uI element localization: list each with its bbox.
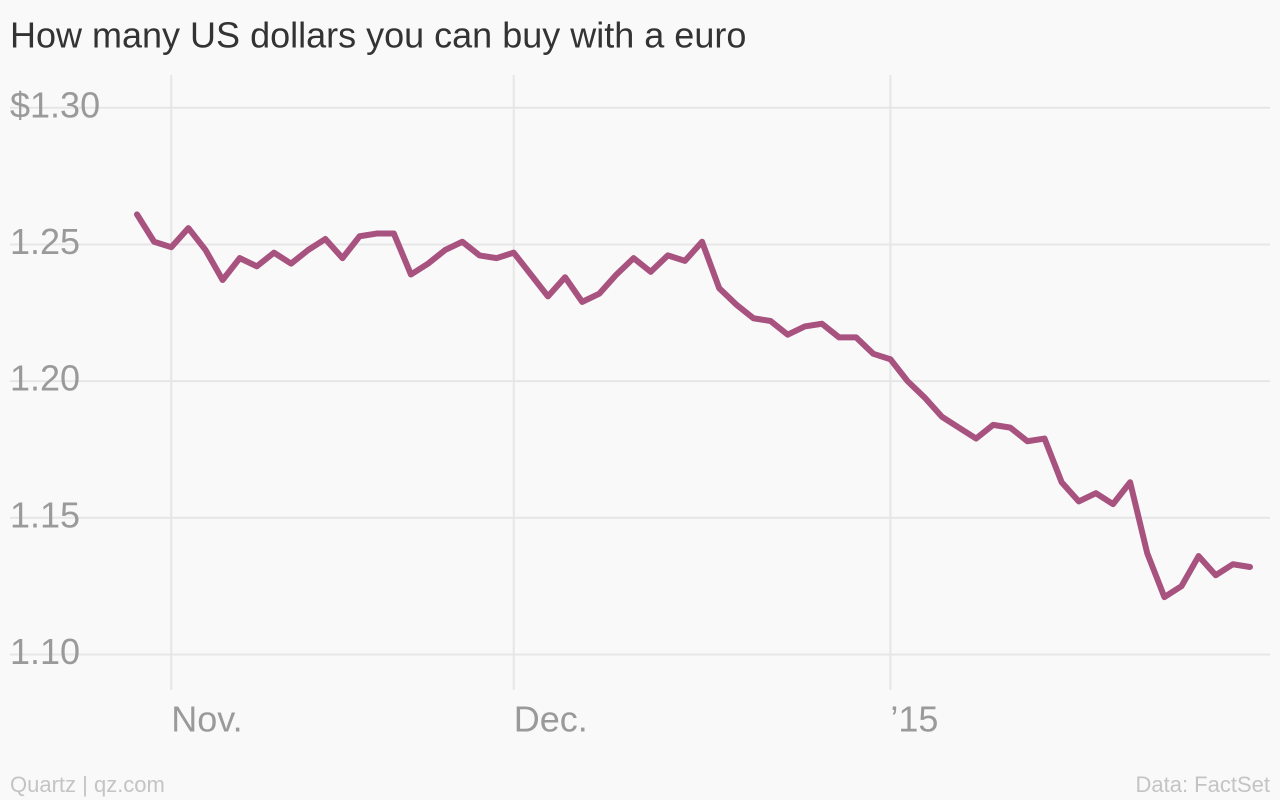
y-tick-label: 1.20 <box>10 358 80 399</box>
credit: Quartz | qz.com <box>10 772 165 797</box>
line-series <box>134 211 1253 601</box>
x-tick-label: Dec. <box>514 699 588 740</box>
x-tick-label: Nov. <box>171 699 242 740</box>
y-tick-label: 1.15 <box>10 494 80 535</box>
chart-title: How many US dollars you can buy with a e… <box>10 15 746 56</box>
y-tick-label: $1.30 <box>10 84 100 125</box>
y-tick-label: 1.10 <box>10 631 80 672</box>
source: Data: FactSet <box>1135 772 1270 797</box>
x-tick-label: ’15 <box>890 699 938 740</box>
y-tick-label: 1.25 <box>10 221 80 262</box>
